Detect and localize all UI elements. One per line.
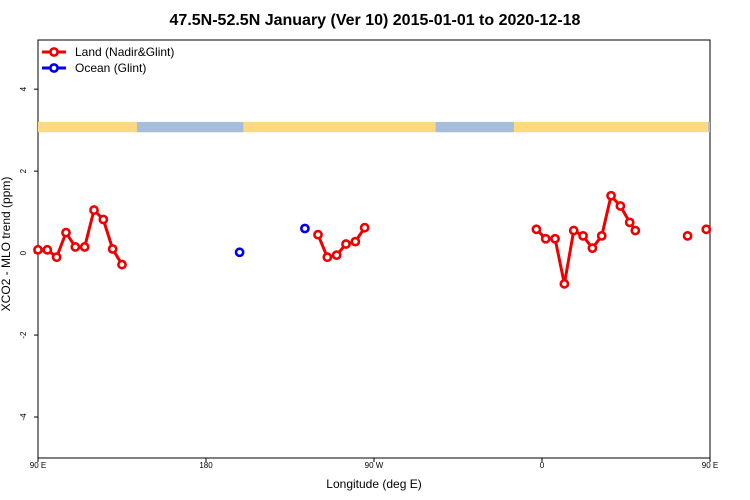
legend-marker xyxy=(49,63,59,73)
y-tick-label: -4 xyxy=(19,413,28,421)
data-point xyxy=(51,252,62,263)
y-tick-label: -2 xyxy=(19,331,28,339)
data-point xyxy=(322,252,333,263)
legend-label: Land (Nadir&Glint) xyxy=(75,45,174,59)
data-point xyxy=(234,247,245,258)
data-point xyxy=(531,224,542,235)
data-point xyxy=(70,242,81,252)
legend-marker xyxy=(49,47,59,57)
surface-band-ocean xyxy=(708,121,710,133)
data-point xyxy=(89,205,99,215)
y-tick-label: 4 xyxy=(19,86,28,91)
data-point xyxy=(578,230,588,241)
legend-label: Ocean (Glint) xyxy=(75,61,146,75)
data-point xyxy=(606,190,616,201)
plot-frame xyxy=(37,39,711,459)
y-tick-label: 0 xyxy=(19,250,28,255)
chart-title: 47.5N-52.5N January (Ver 10) 2015-01-01 … xyxy=(170,12,581,29)
legend-item: Ocean (Glint) xyxy=(42,61,146,75)
data-point xyxy=(568,225,579,236)
data-point xyxy=(42,244,53,255)
data-point xyxy=(630,225,641,236)
data-point xyxy=(682,230,693,241)
data-point xyxy=(79,242,90,252)
data-point xyxy=(341,239,351,249)
data-point xyxy=(359,222,370,233)
data-point xyxy=(33,244,43,255)
x-tick-label: 180 xyxy=(199,461,213,470)
data-point xyxy=(624,217,635,228)
x-tick-label: 90 E xyxy=(30,461,46,470)
series-0 xyxy=(33,190,712,289)
series-1 xyxy=(234,223,310,258)
data-point xyxy=(615,201,626,211)
data-point xyxy=(300,223,310,234)
data-point xyxy=(331,250,342,261)
x-axis: 90 E 180 90 W 0 90 E xyxy=(30,458,718,470)
data-point xyxy=(701,224,712,235)
surface-band xyxy=(38,121,710,133)
x-axis-label: Longitude (deg E) xyxy=(326,477,421,491)
legend-item: Land (Nadir&Glint) xyxy=(42,45,174,59)
data-point xyxy=(540,233,551,244)
x-tick-label: 90 E xyxy=(702,461,718,470)
legend: Land (Nadir&Glint) Ocean (Glint) xyxy=(42,45,174,75)
data-point xyxy=(117,259,127,270)
surface-band-ocean xyxy=(435,121,514,133)
x-tick-label: 0 xyxy=(540,461,545,470)
data-point xyxy=(587,243,598,254)
data-point xyxy=(98,214,109,225)
data-point xyxy=(107,244,118,254)
y-axis-label: XCO2 - MLO trend (ppm) xyxy=(0,177,13,312)
surface-band-land xyxy=(38,121,710,133)
series-layer xyxy=(33,190,712,289)
series-line xyxy=(38,208,124,266)
data-point xyxy=(313,229,323,240)
x-tick-label: 90 W xyxy=(365,461,384,470)
surface-band-ocean xyxy=(136,121,244,133)
data-point xyxy=(559,278,570,289)
data-point xyxy=(550,233,560,244)
data-point xyxy=(350,236,361,247)
data-point xyxy=(61,227,71,238)
y-axis: -4 -2 0 2 4 xyxy=(19,86,38,421)
y-tick-label: 2 xyxy=(19,168,28,173)
data-point xyxy=(596,230,607,241)
